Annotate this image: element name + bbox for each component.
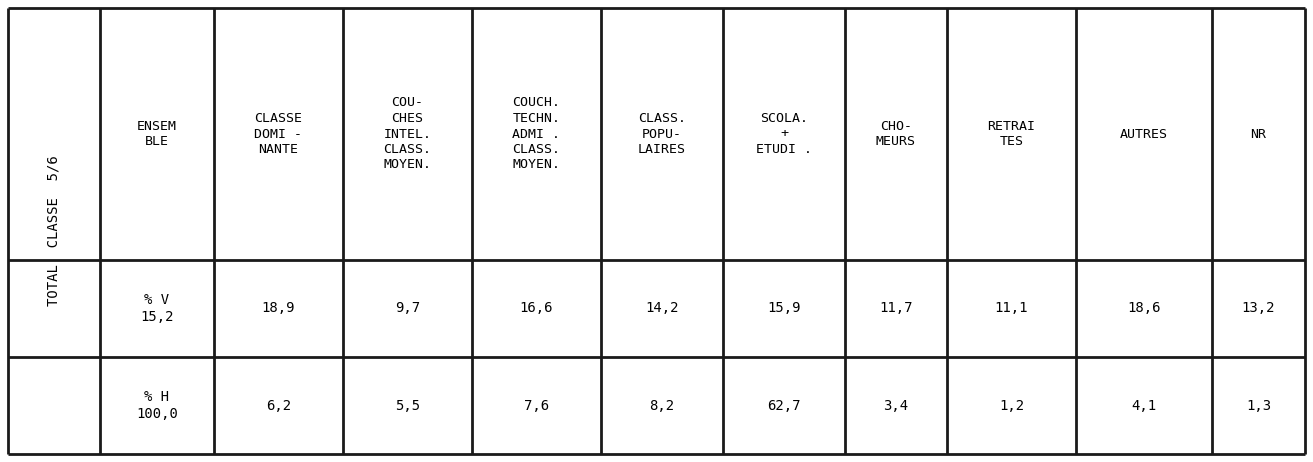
Text: 5,5: 5,5 — [395, 399, 420, 413]
Text: 1,2: 1,2 — [999, 399, 1024, 413]
Text: 15,9: 15,9 — [767, 302, 801, 316]
Text: TOTAL  CLASSE  5/6: TOTAL CLASSE 5/6 — [47, 156, 60, 306]
Text: 6,2: 6,2 — [267, 399, 291, 413]
Text: CHO-
MEURS: CHO- MEURS — [876, 120, 916, 148]
Text: RETRAI
TES: RETRAI TES — [987, 120, 1036, 148]
Text: CLASS.
POPU-
LAIRES: CLASS. POPU- LAIRES — [638, 112, 685, 156]
Text: 7,6: 7,6 — [524, 399, 549, 413]
Text: 4,1: 4,1 — [1132, 399, 1157, 413]
Text: % V
15,2: % V 15,2 — [140, 293, 173, 324]
Text: 11,7: 11,7 — [880, 302, 913, 316]
Text: 8,2: 8,2 — [650, 399, 675, 413]
Text: SCOLA.
+
ETUDI .: SCOLA. + ETUDI . — [756, 112, 811, 156]
Text: 13,2: 13,2 — [1242, 302, 1275, 316]
Text: 3,4: 3,4 — [884, 399, 909, 413]
Text: COU-
CHES
INTEL.
CLASS.
MOYEN.: COU- CHES INTEL. CLASS. MOYEN. — [383, 97, 432, 171]
Text: 11,1: 11,1 — [995, 302, 1028, 316]
Text: 18,6: 18,6 — [1128, 302, 1161, 316]
Text: NR: NR — [1250, 128, 1267, 140]
Text: COUCH.
TECHN.
ADMI .
CLASS.
MOYEN.: COUCH. TECHN. ADMI . CLASS. MOYEN. — [512, 97, 561, 171]
Text: 1,3: 1,3 — [1246, 399, 1271, 413]
Text: ENSEM
BLE: ENSEM BLE — [137, 120, 177, 148]
Text: CLASSE
DOMI -
NANTE: CLASSE DOMI - NANTE — [255, 112, 302, 156]
Text: % H
100,0: % H 100,0 — [137, 390, 179, 421]
Text: 16,6: 16,6 — [520, 302, 553, 316]
Text: AUTRES: AUTRES — [1120, 128, 1169, 140]
Text: 9,7: 9,7 — [395, 302, 420, 316]
Text: 14,2: 14,2 — [645, 302, 679, 316]
Text: 18,9: 18,9 — [261, 302, 295, 316]
Text: 62,7: 62,7 — [767, 399, 801, 413]
